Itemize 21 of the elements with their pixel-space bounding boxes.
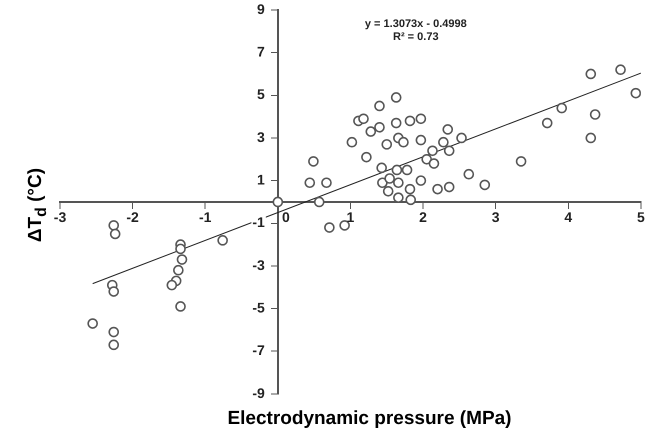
x-tick-label: 0 [282, 208, 290, 225]
x-tick-label: -2 [126, 208, 140, 225]
annotation: R² = 0.73 [393, 31, 439, 44]
x-tick-label: -1 [199, 208, 212, 225]
x-tick-label: 2 [419, 208, 428, 225]
x-tick-label: 5 [637, 208, 645, 225]
x-tick-label: 3 [492, 208, 500, 225]
x-axis-title: Electrodynamic pressure (MPa) [226, 408, 513, 430]
y-tick-label: -7 [252, 342, 266, 358]
y-tick-label: 7 [257, 44, 266, 60]
y-tick-label: 5 [257, 86, 266, 102]
x-tick-label: -3 [54, 208, 66, 225]
y-tick-label: -3 [252, 256, 266, 273]
y-tick-label: 3 [257, 128, 266, 145]
annotation: y = 1.3073x - 0.4998 [364, 18, 467, 30]
x-tick-label: 1 [346, 208, 355, 225]
y-tick-label: 1 [257, 171, 266, 188]
x-tick-label: 4 [564, 208, 572, 225]
y-tick-label: 9 [257, 0, 266, 17]
y-tick-label: -9 [252, 384, 266, 401]
y-tick-label: -5 [252, 299, 266, 316]
